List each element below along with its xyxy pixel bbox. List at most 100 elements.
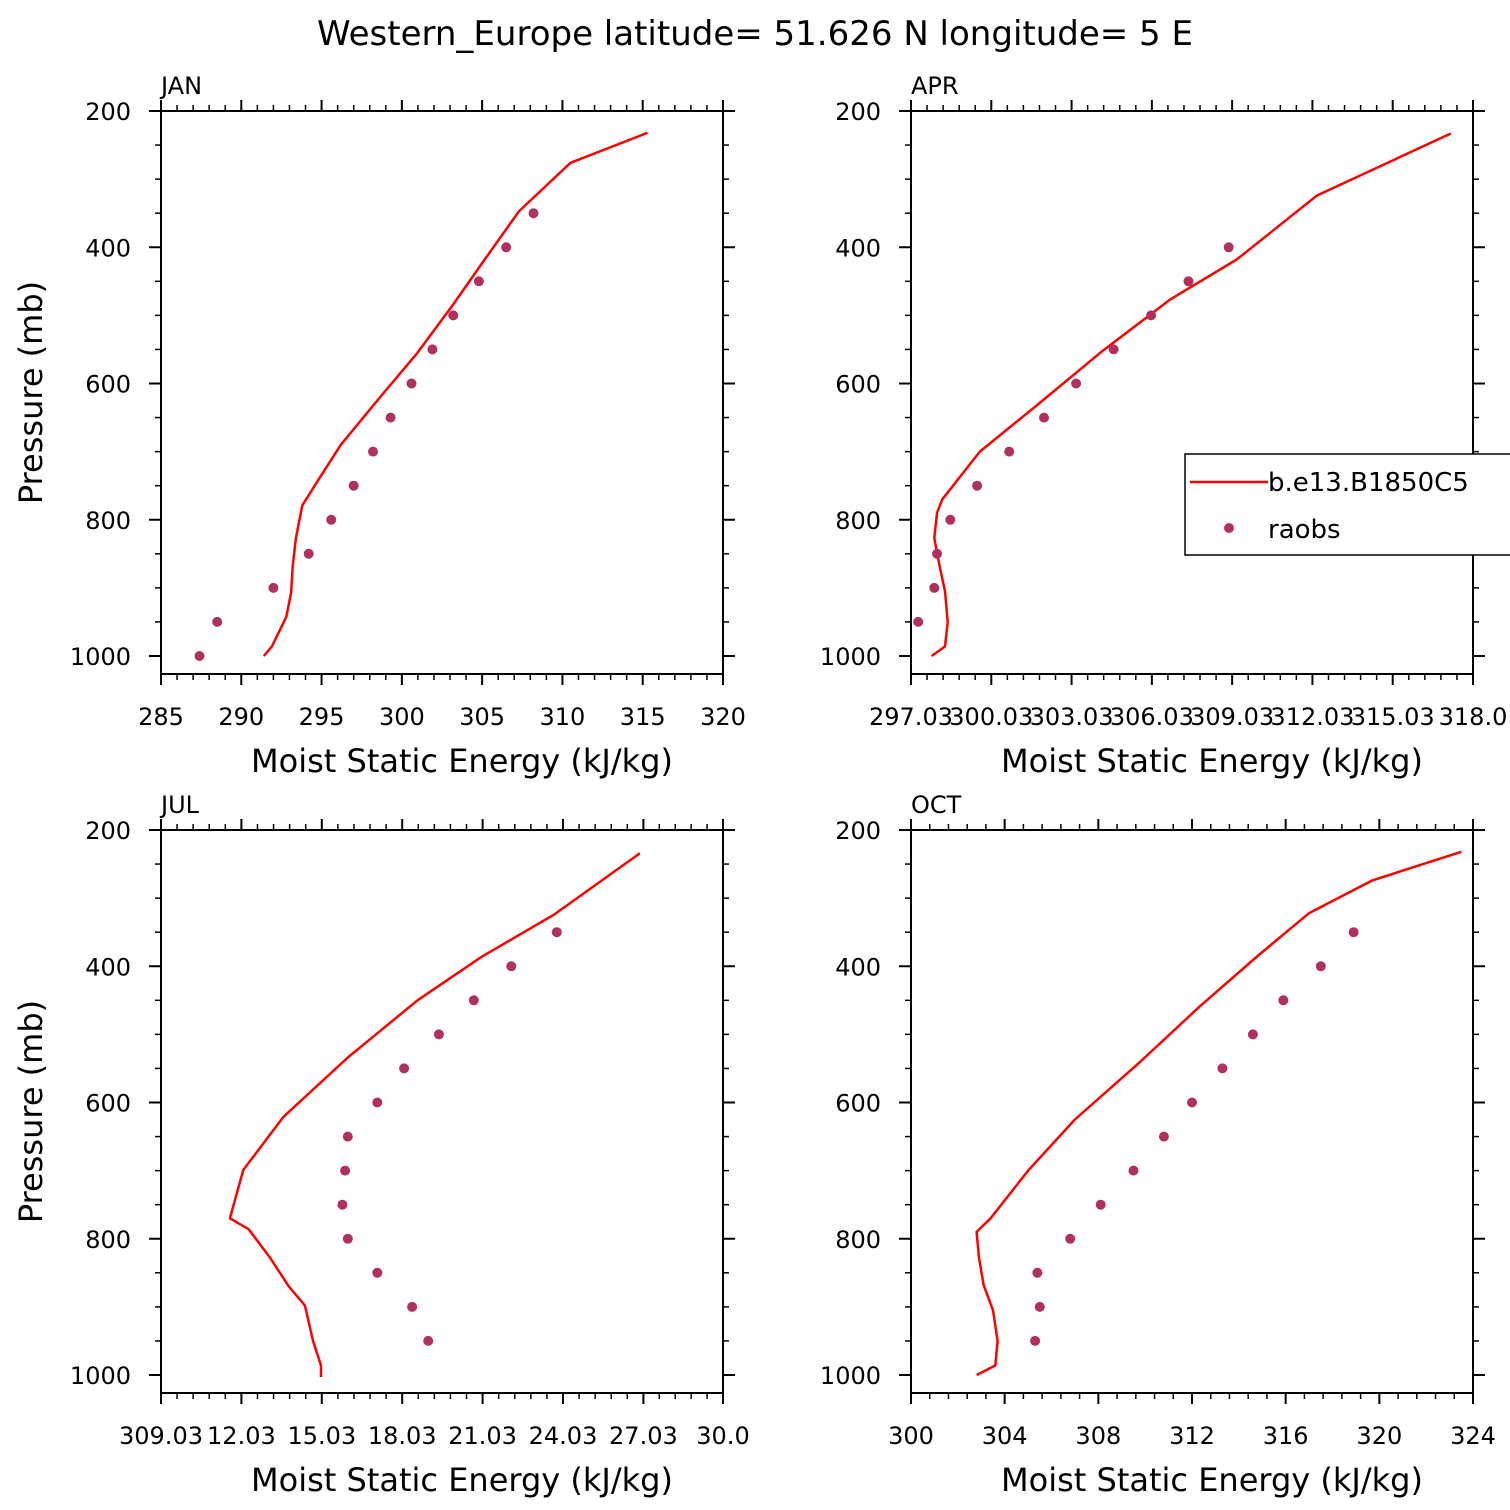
obs-point	[1034, 1301, 1045, 1312]
y-tick-label: 400	[85, 234, 131, 262]
x-axis-label: Moist Static Energy (kJ/kg)	[251, 742, 673, 780]
y-tick-label: 800	[835, 1226, 881, 1254]
obs-point	[326, 514, 337, 525]
x-axis-label: Moist Static Energy (kJ/kg)	[1001, 1461, 1423, 1499]
obs-point	[506, 961, 517, 972]
y-tick-label: 600	[85, 1090, 131, 1118]
obs-point	[1146, 310, 1157, 321]
plot-frame	[910, 110, 1474, 675]
x-tick-label: 315	[620, 703, 666, 731]
obs-point	[473, 276, 484, 287]
obs-point	[303, 548, 314, 559]
obs-point	[1095, 1199, 1106, 1210]
obs-point	[1315, 961, 1326, 972]
x-tick-label: 27.03	[609, 1422, 678, 1450]
panel-label: APR	[911, 72, 959, 100]
obs-point	[1223, 242, 1234, 253]
obs-point	[1030, 1335, 1041, 1346]
y-tick-label: 1000	[820, 643, 881, 671]
obs-point	[1183, 276, 1194, 287]
x-tick-label: 12.03	[207, 1422, 276, 1450]
x-tick-label: 306.03	[1110, 703, 1194, 731]
x-tick-label: 15.03	[287, 1422, 356, 1450]
x-tick-label: 308	[1075, 1422, 1121, 1450]
obs-point	[212, 616, 223, 627]
plot-data	[913, 132, 1452, 658]
legend-model-label: b.e13.B1850C5	[1268, 468, 1469, 498]
x-tick-label: 309.03	[1190, 703, 1274, 731]
panel-label: JUL	[159, 791, 200, 819]
x-tick-label: 24.03	[529, 1422, 598, 1450]
panel-apr: APR 297.03300.03303.03306.03309.03312.033…	[820, 72, 1510, 780]
obs-point	[1217, 1063, 1228, 1074]
obs-point	[194, 651, 205, 661]
x-tick-label: 324	[1450, 1422, 1496, 1450]
x-tick-label: 312	[1169, 1422, 1215, 1450]
x-tick-label: 310	[540, 703, 586, 731]
obs-point	[932, 548, 942, 559]
obs-point	[945, 514, 956, 525]
x-tick-label: 312.03	[1270, 703, 1354, 731]
obs-point	[399, 1063, 410, 1074]
y-tick-label: 600	[835, 1090, 881, 1118]
figure-title: Western_Europe latitude= 51.626 N longit…	[317, 14, 1193, 54]
obs-point	[1158, 1131, 1169, 1142]
obs-point	[1071, 378, 1082, 389]
y-tick-label: 800	[85, 1226, 131, 1254]
panel-oct: OCT 300 304 308 312 316 320 324 200 400 600 800 1000…	[820, 791, 1496, 1499]
plot-frame	[160, 110, 724, 675]
x-tick-label: 304	[982, 1422, 1028, 1450]
panel-label: JAN	[159, 72, 202, 100]
obs-point	[528, 208, 539, 219]
obs-point	[1187, 1097, 1197, 1108]
obs-point	[1108, 344, 1119, 355]
legend: b.e13.B1850C5 raobs	[1184, 453, 1510, 556]
obs-point	[972, 480, 983, 491]
obs-point	[348, 480, 359, 491]
obs-point	[468, 995, 479, 1006]
obs-point	[427, 344, 438, 355]
obs-point	[433, 1029, 444, 1040]
obs-point	[1278, 995, 1289, 1006]
panel-jan: JAN 285 290 295 300 305 310 315 320 200 400 600 800 1…	[12, 72, 746, 780]
plot-data	[228, 852, 641, 1377]
y-axis-label: Pressure (mb)	[12, 281, 50, 504]
obs-point	[340, 1165, 351, 1176]
x-tick-label: 297.03	[869, 703, 953, 731]
x-tick-label: 300	[888, 1422, 934, 1450]
model-line	[228, 852, 641, 1377]
y-tick-label: 600	[835, 371, 881, 399]
obs-point	[407, 1301, 418, 1312]
x-tick-label: 320	[1356, 1422, 1402, 1450]
obs-point	[1004, 446, 1015, 457]
obs-point	[1128, 1165, 1139, 1176]
obs-point	[913, 616, 924, 627]
obs-point	[337, 1199, 348, 1210]
panels: JAN 285 290 295 300 305 310 315 320 200 400 600 800 1…	[12, 72, 1510, 1499]
x-tick-label: 320	[700, 703, 746, 731]
y-tick-label: 800	[835, 507, 881, 535]
model-line	[262, 131, 648, 657]
y-tick-label: 800	[85, 507, 131, 535]
obs-point	[342, 1131, 353, 1142]
x-tick-label: 285	[138, 703, 184, 731]
obs-point	[423, 1335, 434, 1346]
obs-point	[406, 378, 417, 389]
obs-point	[929, 582, 940, 593]
model-line	[975, 850, 1462, 1377]
y-axis-label: Pressure (mb)	[12, 1000, 50, 1223]
panel-jul: JUL 309.03 12.03 15.03 18.03 21.03 24.03 27.03 3…	[12, 791, 750, 1499]
x-tick-label: 295	[299, 703, 345, 731]
x-tick-label: 315.03	[1351, 703, 1435, 731]
obs-point	[1247, 1029, 1258, 1040]
obs-point	[1032, 1267, 1043, 1278]
x-tick-label: 300.03	[949, 703, 1033, 731]
y-tick-label: 400	[85, 953, 131, 981]
obs-point	[501, 242, 512, 253]
x-axis-label: Moist Static Energy (kJ/kg)	[1001, 742, 1423, 780]
x-tick-label: 303.03	[1030, 703, 1114, 731]
obs-point	[448, 310, 459, 321]
y-tick-label: 200	[835, 817, 881, 845]
x-tick-label: 18.03	[368, 1422, 437, 1450]
plot-data	[194, 131, 648, 661]
